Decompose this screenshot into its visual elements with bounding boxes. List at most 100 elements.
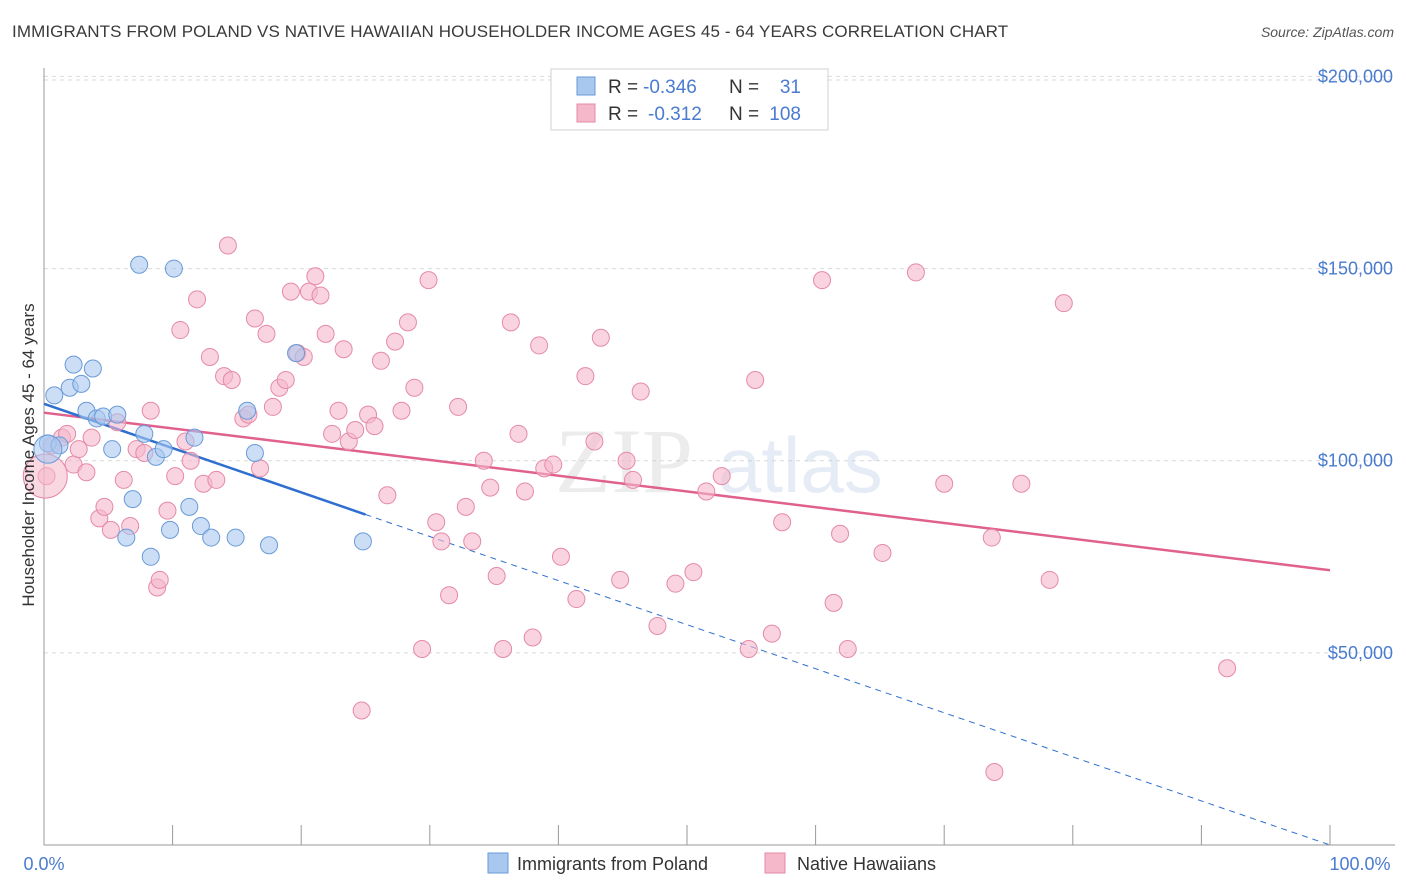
legend-swatch-hawaiian — [576, 103, 596, 123]
bottom-legend-poland: Immigrants from Poland — [517, 854, 708, 874]
hawaiian-point — [746, 371, 765, 390]
poland-point — [161, 520, 180, 539]
poland-point-large — [33, 434, 63, 464]
bottom-swatch-poland — [487, 852, 509, 874]
poland-point — [117, 528, 136, 547]
hawaiian-point — [316, 324, 335, 343]
hawaiian-point — [449, 397, 468, 416]
hawaiian-point — [838, 640, 857, 659]
poland-point — [202, 528, 221, 547]
poland-point — [226, 528, 245, 547]
hawaiian-point — [440, 586, 459, 605]
hawaiian-point — [334, 340, 353, 359]
y-tick-label: $150,000 — [1318, 259, 1393, 279]
hawaiian-point — [276, 371, 295, 390]
hawaiian-point — [631, 382, 650, 401]
poland-point — [83, 359, 102, 378]
hawaiian-point — [432, 532, 451, 551]
hawaiian-point — [245, 309, 264, 328]
hawaiian-point — [386, 332, 405, 351]
legend-n-label-1: N = — [729, 77, 759, 98]
hawaiian-point — [481, 478, 500, 497]
poland-point — [154, 440, 173, 459]
hawaiian-point — [207, 470, 226, 489]
hawaiian-point — [311, 286, 330, 305]
hawaiian-point — [515, 482, 534, 501]
hawaiian-point — [413, 640, 432, 659]
hawaiian-point — [813, 271, 832, 290]
hawaiian-point — [509, 424, 528, 443]
hawaiian-point — [306, 267, 325, 286]
legend-swatch-poland — [576, 76, 596, 96]
hawaiian-point — [419, 271, 438, 290]
poland-point — [260, 536, 279, 555]
y-tick-label: $100,000 — [1318, 451, 1393, 471]
y-tick-label: $200,000 — [1318, 66, 1393, 86]
hawaiian-point — [346, 420, 365, 439]
x-tick-label-max: 100.0% — [1329, 854, 1390, 874]
hawaiian-point — [365, 417, 384, 436]
hawaiian-point — [114, 470, 133, 489]
hawaiian-point — [591, 328, 610, 347]
poland-point — [103, 440, 122, 459]
hawaiian-point — [1040, 570, 1059, 589]
hawaiian-point — [222, 371, 241, 390]
hawaiian-point — [739, 640, 758, 659]
hawaiian-point — [251, 459, 270, 478]
hawaiian-point — [82, 428, 101, 447]
trend-poland-extension — [365, 514, 1331, 846]
hawaiian-point — [1054, 294, 1073, 313]
hawaiian-point — [69, 440, 88, 459]
legend-n-value-1: 31 — [780, 77, 801, 98]
hawaiian-point — [1012, 474, 1031, 493]
watermark-atlas: atlas — [718, 421, 883, 509]
hawaiian-point — [712, 467, 731, 486]
y-tick-labels: $50,000 $100,000 $150,000 $200,000 — [1318, 66, 1393, 662]
native-hawaiians-points — [22, 236, 1237, 781]
hawaiian-point — [544, 455, 563, 474]
legend-n-value-2: 108 — [769, 104, 801, 125]
hawaiian-point — [281, 282, 300, 301]
hawaiian-point — [181, 451, 200, 470]
legend-n-label-2: N = — [729, 104, 759, 125]
watermark: ZIP atlas — [555, 410, 883, 512]
poland-points — [33, 255, 372, 566]
hawaiian-point — [218, 236, 237, 255]
hawaiian-point — [501, 313, 520, 332]
hawaiian-point — [200, 347, 219, 366]
hawaiian-point — [405, 378, 424, 397]
hawaiian-point — [463, 532, 482, 551]
hawaiian-point — [1218, 659, 1237, 678]
hawaiian-point — [935, 474, 954, 493]
chart-title: IMMIGRANTS FROM POLAND VS NATIVE HAWAIIA… — [12, 22, 1009, 41]
trend-native-hawaiians — [43, 411, 1331, 572]
hawaiian-point — [263, 397, 282, 416]
y-axis-title: Householder Income Ages 45 - 64 years — [19, 303, 38, 606]
legend-r-value-2: -0.312 — [648, 104, 702, 125]
poland-point — [191, 517, 210, 536]
hawaiian-point — [352, 701, 371, 720]
legend-r-label-2: R = — [608, 104, 638, 125]
hawaiian-point — [392, 401, 411, 420]
hawaiian-point — [141, 401, 160, 420]
hawaiian-point — [77, 463, 96, 482]
hawaiian-point — [95, 497, 114, 516]
hawaiian-point — [585, 432, 604, 451]
y-tick-label: $50,000 — [1328, 643, 1393, 663]
hawaiian-point — [617, 451, 636, 470]
poland-point — [130, 255, 149, 274]
poland-point — [353, 532, 372, 551]
poland-point — [141, 547, 160, 566]
x-tick-labels: 0.0% 100.0% — [23, 854, 1390, 874]
hawaiian-point — [697, 482, 716, 501]
hawaiian-point — [773, 513, 792, 532]
hawaiian-point — [323, 424, 342, 443]
poland-point — [123, 490, 142, 509]
series-legend: Immigrants from Poland Native Hawaiians — [487, 852, 936, 874]
hawaiian-point — [576, 367, 595, 386]
poland-point — [287, 344, 306, 363]
hawaiian-point — [824, 593, 843, 612]
bottom-legend-hawaiian: Native Hawaiians — [797, 854, 936, 874]
hawaiian-point — [188, 290, 207, 309]
